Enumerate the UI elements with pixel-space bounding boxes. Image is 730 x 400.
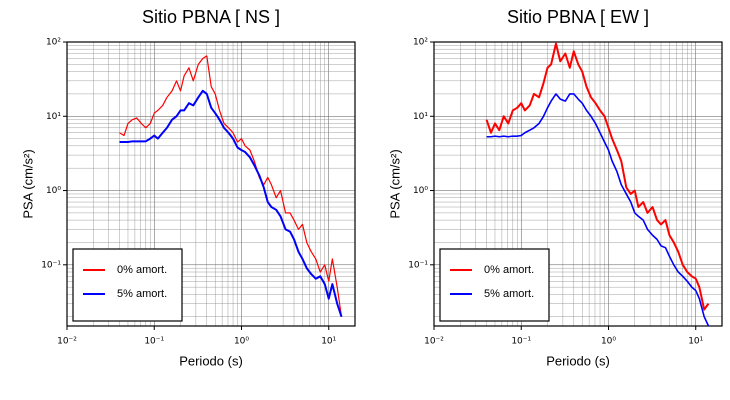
plot-frame — [66, 41, 356, 327]
y-tick-label: 10⁻¹ — [41, 260, 61, 270]
x-tick-label: 10⁻¹ — [511, 337, 531, 347]
x-tick-label: 10⁻² — [57, 337, 77, 347]
y-tick-label: 10¹ — [46, 112, 61, 122]
x-tick-label: 10⁰ — [234, 337, 249, 347]
x-tick-label: 10¹ — [688, 337, 703, 347]
series-line — [486, 93, 710, 327]
legend-label: 5% amort. — [117, 288, 167, 300]
panel: Sitio PBNA [ EW ] Periodo (s) PSA (cm/s²) 1… — [387, 7, 723, 368]
y-tick-label: 10¹ — [413, 112, 428, 122]
y-tick-label: 10² — [46, 38, 61, 48]
x-tick-label: 10⁻¹ — [144, 337, 164, 347]
y-tick-label: 10² — [413, 38, 428, 48]
y-axis-label: PSA (cm/s²) — [20, 149, 35, 218]
x-axis-label: Periodo (s) — [179, 353, 243, 368]
chart-title: Sitio PBNA [ EW ] — [507, 7, 649, 27]
chart-title: Sitio PBNA [ NS ] — [142, 7, 280, 27]
y-tick-label: 10⁰ — [413, 186, 428, 196]
series-line — [119, 55, 343, 317]
y-tick-label: 10⁻¹ — [408, 260, 428, 270]
x-tick-label: 10⁻² — [424, 337, 444, 347]
panel: Sitio PBNA [ NS ] Periodo (s) PSA (cm/s²) 1… — [20, 7, 356, 368]
legend-box — [72, 248, 183, 322]
legend-label: 0% amort. — [484, 264, 534, 276]
series-line — [485, 42, 710, 311]
x-tick-label: 10⁰ — [601, 337, 616, 347]
y-axis-label: PSA (cm/s²) — [387, 149, 402, 218]
plot-frame — [433, 41, 723, 327]
legend-label: 0% amort. — [117, 264, 167, 276]
series-line — [119, 89, 343, 318]
legend-label: 5% amort. — [484, 288, 534, 300]
legend-box — [439, 248, 550, 322]
y-tick-label: 10⁰ — [46, 186, 61, 196]
x-axis-label: Periodo (s) — [546, 353, 610, 368]
x-tick-label: 10¹ — [321, 337, 336, 347]
